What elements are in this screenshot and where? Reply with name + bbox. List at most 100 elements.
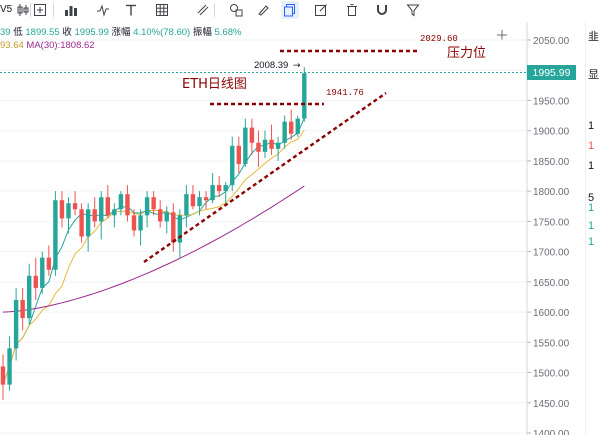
- candle: [295, 115, 300, 137]
- candle-body: [105, 197, 110, 216]
- resistance-label: 压力位: [447, 46, 486, 61]
- candle: [46, 245, 52, 276]
- candle-body: [40, 257, 45, 288]
- candle: [85, 203, 91, 252]
- candlestick-chart[interactable]: 2050.002000.001950.001900.001850.001800.…: [0, 0, 585, 435]
- side-panel-text: 1: [588, 160, 595, 172]
- ma30-line: [2, 185, 305, 313]
- candle: [125, 185, 130, 222]
- side-panel-text: 5: [588, 192, 595, 204]
- axis-tick-label: 1700.00: [533, 248, 570, 259]
- candle-body: [190, 194, 196, 207]
- candle-body: [7, 348, 12, 385]
- candle-body: [197, 197, 202, 207]
- axis-tick-label: 2050.00: [533, 36, 570, 47]
- candle: [138, 209, 143, 246]
- open-value-tail: 39: [0, 27, 11, 38]
- candle-body: [216, 185, 222, 192]
- candle-body: [151, 197, 156, 210]
- candle: [164, 206, 169, 234]
- amplitude-value: 5.68%: [214, 27, 242, 38]
- magnet-icon[interactable]: [373, 1, 391, 19]
- candle: [131, 209, 137, 237]
- candle: [92, 197, 97, 228]
- text-icon[interactable]: [122, 1, 140, 19]
- candle: [302, 67, 307, 122]
- candle: [7, 336, 12, 391]
- candle: [210, 173, 215, 204]
- bar-chart-icon[interactable]: [62, 1, 80, 19]
- candle-body: [33, 275, 38, 288]
- candle: [171, 203, 176, 252]
- candle-body: [138, 215, 143, 231]
- candle-body: [20, 299, 25, 319]
- candle: [223, 182, 228, 204]
- close-value: 1995.99: [74, 27, 109, 38]
- edit-icon[interactable]: [312, 1, 330, 19]
- candle-body: [72, 203, 78, 210]
- brush-icon[interactable]: [254, 1, 272, 19]
- amplitude-label: 振幅: [192, 27, 212, 38]
- candle-body: [99, 197, 104, 222]
- candle-body: [269, 139, 274, 149]
- candle: [27, 263, 32, 325]
- candle: [33, 257, 38, 300]
- candles: [0, 67, 307, 400]
- trash-icon[interactable]: [343, 1, 361, 19]
- candle-body: [13, 299, 19, 349]
- low-label: 低: [13, 27, 23, 38]
- axis-tick-label: 1900.00: [533, 127, 570, 138]
- parallel-lines-icon[interactable]: [194, 1, 212, 19]
- candle-body: [158, 209, 163, 222]
- pulse-icon[interactable]: [94, 1, 112, 19]
- axis-tick-label: 1550.00: [533, 338, 570, 349]
- toolbar-divider: [30, 3, 31, 17]
- candle: [262, 130, 268, 158]
- current-price-badge: [527, 65, 576, 80]
- axis-tick-label: 1400.00: [533, 429, 570, 435]
- axis-tick-label: 1850.00: [533, 157, 570, 168]
- candle: [99, 191, 104, 240]
- axis-tick-label: 1650.00: [533, 278, 570, 289]
- plus-square-icon[interactable]: [31, 1, 49, 19]
- side-panel-text: 1: [588, 140, 595, 152]
- expand-icon[interactable]: [494, 28, 510, 42]
- candle: [13, 287, 19, 361]
- chart-grid: [0, 39, 527, 434]
- toolbar-label: V5: [0, 4, 13, 15]
- candle: [59, 191, 65, 228]
- shapes-icon[interactable]: [227, 1, 245, 19]
- grid-icon[interactable]: [153, 1, 171, 19]
- support-value: 1941.76: [326, 88, 364, 98]
- candle-body: [262, 139, 268, 152]
- candle-body: [230, 145, 235, 186]
- candle-body: [0, 366, 6, 385]
- axis-tick-label: 1950.00: [533, 96, 570, 107]
- filter-icon[interactable]: [404, 1, 422, 19]
- candle: [79, 203, 84, 243]
- ma-short-value: 93.64: [0, 40, 24, 51]
- side-panel-text: 1: [588, 236, 595, 248]
- low-value: 1899.55: [25, 27, 60, 38]
- candle-body: [79, 209, 84, 237]
- candle-body: [177, 215, 183, 243]
- close-label: 收: [62, 27, 72, 38]
- candle: [282, 115, 287, 149]
- candle: [105, 185, 110, 219]
- candle: [243, 118, 248, 167]
- candle: [256, 130, 261, 167]
- resistance-value: 2029.60: [420, 34, 458, 44]
- candle-body: [85, 209, 91, 237]
- candles-icon[interactable]: [14, 1, 32, 19]
- toolbar-divider: [53, 3, 54, 17]
- candle: [40, 251, 45, 294]
- candle-body: [302, 73, 307, 119]
- axis-tick-label: 1600.00: [533, 308, 570, 319]
- candle-body: [210, 185, 215, 201]
- candle-body: [164, 212, 169, 222]
- candle: [151, 191, 156, 216]
- candle-body: [118, 194, 124, 210]
- layers-icon[interactable]: [281, 1, 299, 19]
- candle-body: [282, 121, 287, 143]
